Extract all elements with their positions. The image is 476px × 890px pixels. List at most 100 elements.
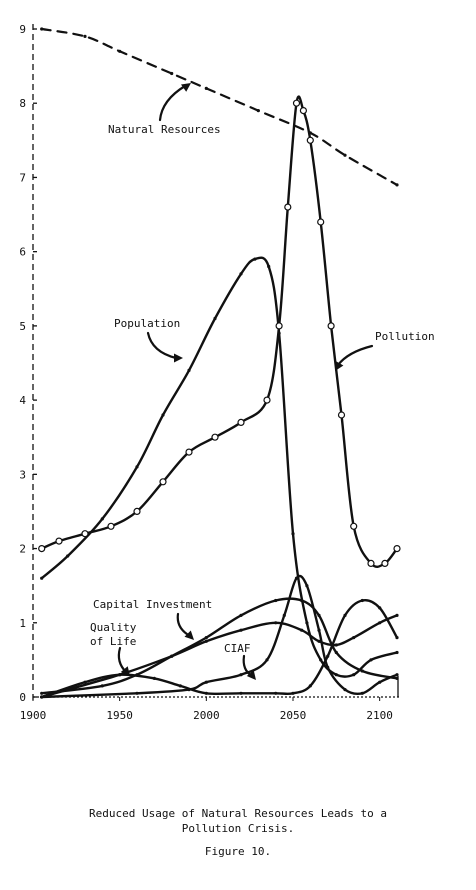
axes: 0 1 2 3 4 5 6 7 8 9 1900 1950 2000 2050 2100 [19, 23, 400, 722]
data-point [294, 576, 299, 580]
data-point [239, 613, 243, 618]
data-point [395, 636, 399, 640]
data-point [395, 613, 399, 618]
data-point [334, 643, 338, 647]
y-tick-label: 2 [19, 543, 26, 556]
data-point [187, 368, 191, 372]
arrow-layer [117, 83, 374, 680]
data-point [161, 413, 165, 417]
data-point [185, 448, 193, 456]
data-point [133, 507, 141, 515]
data-point [275, 322, 283, 330]
data-point [378, 680, 382, 684]
data-point [159, 478, 167, 486]
caption-line-1: Reduced Usage of Natural Resources Leads… [88, 807, 387, 820]
arrow-capital-investment-icon [176, 612, 194, 640]
data-point [204, 691, 208, 695]
annotation-layer: Natural Resources Population Pollution C… [90, 123, 435, 655]
data-point [239, 628, 243, 632]
data-point [118, 49, 122, 53]
data-point [343, 613, 347, 618]
data-point [395, 183, 399, 187]
data-point [40, 576, 44, 580]
data-point [253, 257, 257, 261]
data-point [308, 684, 312, 688]
annotation-population: Population [114, 317, 180, 330]
data-point [239, 272, 243, 276]
data-point [66, 554, 70, 558]
y-tick-label: 3 [19, 468, 26, 481]
data-point [350, 522, 358, 530]
x-tick-label: 1900 [20, 709, 47, 722]
data-point [40, 695, 44, 699]
data-point [305, 621, 309, 625]
data-point [107, 522, 115, 530]
series-population [40, 256, 399, 678]
data-point [317, 613, 321, 618]
data-point [317, 639, 321, 643]
data-point [204, 86, 208, 90]
series-quality-of-life [40, 598, 399, 699]
annotation-of-life: of Life [90, 635, 136, 648]
data-point [367, 559, 375, 568]
data-point [239, 673, 243, 677]
data-point [352, 636, 356, 640]
series-c [40, 613, 399, 699]
data-point [291, 532, 295, 536]
x-tick-label: 2100 [366, 709, 393, 722]
arrow-quality-of-life-icon [117, 646, 130, 676]
series-layer [38, 27, 401, 699]
data-point [378, 606, 382, 610]
x-tick-label: 2000 [193, 709, 220, 722]
data-point [40, 27, 44, 31]
annotation-pollution: Pollution [375, 330, 435, 343]
y-tick-label: 0 [19, 691, 26, 704]
data-point [327, 322, 335, 330]
data-point [118, 673, 122, 677]
data-point [152, 676, 156, 681]
data-point [267, 264, 271, 269]
data-point [381, 559, 389, 568]
series-line-natural-resources [40, 27, 399, 186]
data-point [100, 517, 104, 521]
data-point [170, 71, 174, 76]
series-natural-resources [40, 27, 399, 187]
y-tick-label: 9 [19, 23, 26, 36]
data-point [393, 544, 401, 553]
arrow-ciaf-icon [242, 654, 256, 680]
data-point [395, 676, 399, 681]
series-line-pollution [40, 95, 399, 568]
data-point [38, 544, 46, 553]
data-point [263, 396, 271, 404]
data-point [343, 153, 347, 157]
data-point [135, 691, 139, 695]
data-point [204, 680, 208, 684]
data-point [306, 136, 314, 144]
data-point [317, 218, 325, 226]
series-line-population [40, 256, 399, 678]
data-point [360, 669, 364, 673]
y-tick-label: 4 [19, 394, 26, 407]
y-tick-label: 7 [19, 171, 26, 184]
arrow-natural-resources-icon [158, 83, 191, 122]
data-point [352, 673, 356, 677]
data-point [299, 106, 307, 115]
data-point [395, 673, 399, 677]
y-tick-label: 5 [19, 320, 26, 333]
data-point [213, 316, 217, 321]
data-point [170, 654, 174, 658]
data-point [334, 650, 338, 655]
annotation-ciaf: CIAF [224, 642, 251, 655]
data-point [100, 684, 104, 688]
x-tick-label: 2050 [280, 709, 307, 722]
figure-label: Figure 10. [204, 845, 272, 858]
data-point [204, 636, 208, 640]
data-point [204, 639, 208, 643]
data-point [378, 621, 382, 625]
data-point [40, 691, 44, 695]
data-point [317, 628, 321, 632]
data-point [360, 598, 364, 603]
data-point [337, 411, 346, 419]
data-point [343, 688, 347, 692]
data-point [282, 613, 286, 618]
